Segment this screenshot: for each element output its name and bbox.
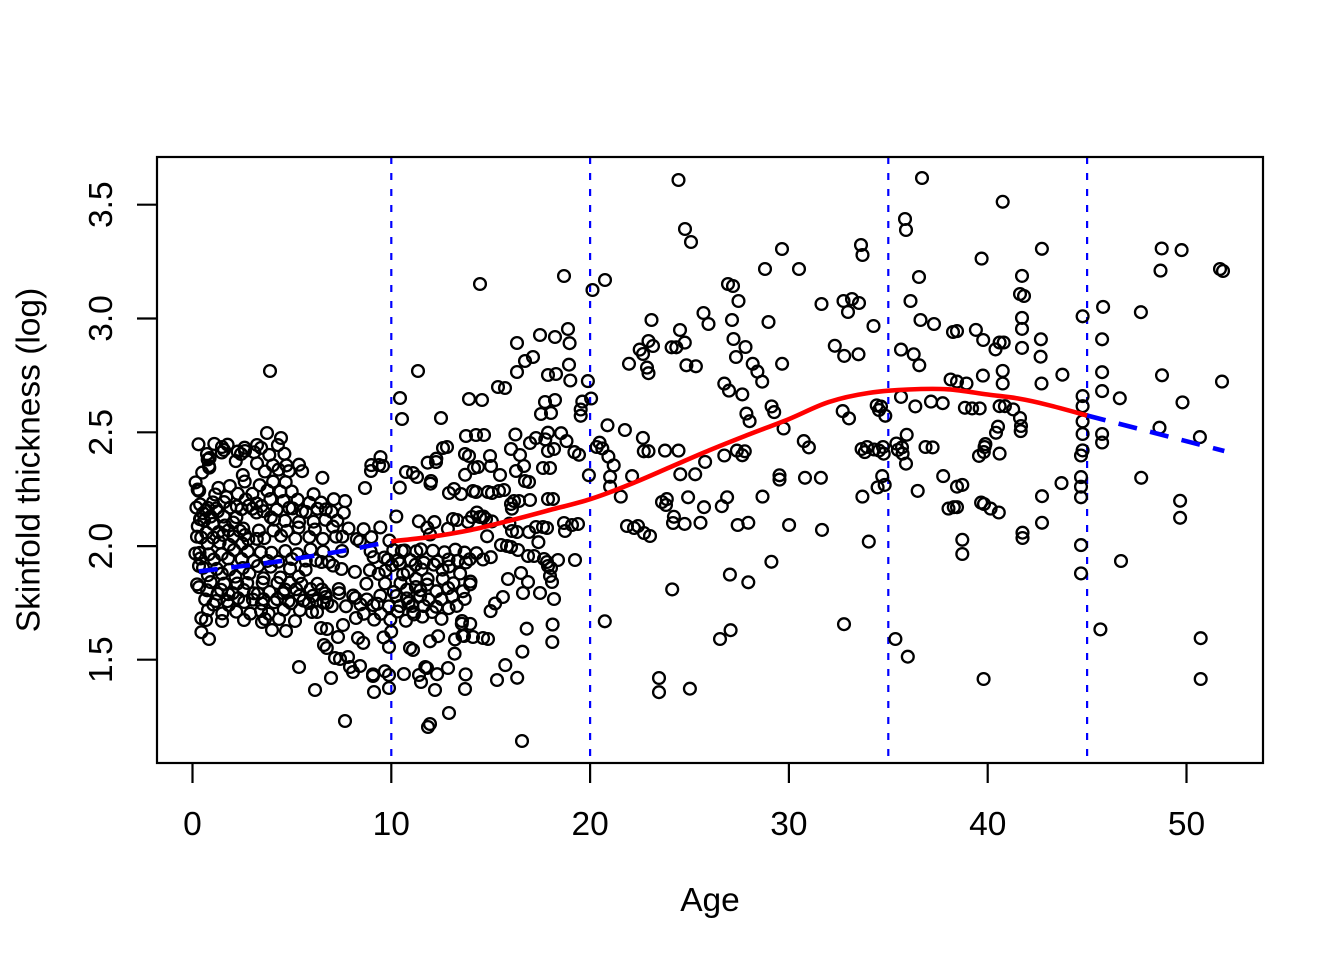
- svg-text:1.5: 1.5: [83, 636, 120, 683]
- svg-text:Skinfold thickness (log): Skinfold thickness (log): [11, 288, 48, 632]
- svg-text:30: 30: [770, 806, 807, 843]
- svg-text:50: 50: [1168, 806, 1205, 843]
- svg-text:2.5: 2.5: [83, 409, 120, 456]
- svg-text:3.5: 3.5: [83, 181, 120, 228]
- svg-text:40: 40: [969, 806, 1006, 843]
- svg-text:3.0: 3.0: [83, 295, 120, 342]
- svg-text:2.0: 2.0: [83, 523, 120, 570]
- svg-text:10: 10: [373, 806, 410, 843]
- svg-text:Age: Age: [680, 882, 740, 919]
- svg-text:20: 20: [571, 806, 608, 843]
- svg-text:0: 0: [183, 806, 202, 843]
